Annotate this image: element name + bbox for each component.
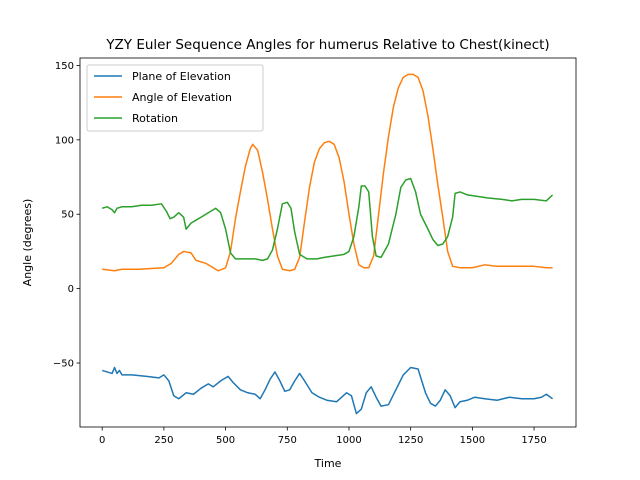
series-line-plane-of-elevation xyxy=(101,366,553,415)
x-tick-label: 250 xyxy=(154,435,173,446)
x-tick-label: 1000 xyxy=(336,435,361,446)
series-line-angle-of-elevation xyxy=(102,73,553,272)
legend-label-rotation: Rotation xyxy=(132,112,178,125)
y-tick-label: 150 xyxy=(55,61,74,72)
y-tick-label: 0 xyxy=(68,284,74,295)
x-tick-label: 1250 xyxy=(398,435,423,446)
x-tick-label: 1500 xyxy=(460,435,485,446)
y-tick-label: 100 xyxy=(55,135,74,146)
chart-title: YZY Euler Sequence Angles for humerus Re… xyxy=(105,37,549,53)
y-axis-label: Angle (degrees) xyxy=(21,199,34,287)
legend-label-plane-of-elevation: Plane of Elevation xyxy=(132,70,231,83)
plot-area-frame xyxy=(79,57,577,428)
legend-label-angle-of-elevation: Angle of Elevation xyxy=(132,91,232,104)
x-tick-label: 1750 xyxy=(521,435,546,446)
x-tick-label: 0 xyxy=(99,435,105,446)
legend-box xyxy=(86,64,264,132)
y-axis-ticks: −50 0 50 100 150 xyxy=(53,61,80,370)
x-axis-ticks: 0 250 500 750 1000 1250 1500 1750 xyxy=(99,427,547,446)
legend: Plane of Elevation Angle of Elevation Ro… xyxy=(86,64,264,132)
x-axis-label: Time xyxy=(314,457,342,470)
y-tick-label: −50 xyxy=(53,359,74,370)
series-lines xyxy=(101,73,554,415)
x-tick-label: 750 xyxy=(278,435,297,446)
y-tick-label: 50 xyxy=(61,210,74,221)
x-tick-label: 500 xyxy=(216,435,235,446)
series-line-rotation xyxy=(101,177,554,262)
